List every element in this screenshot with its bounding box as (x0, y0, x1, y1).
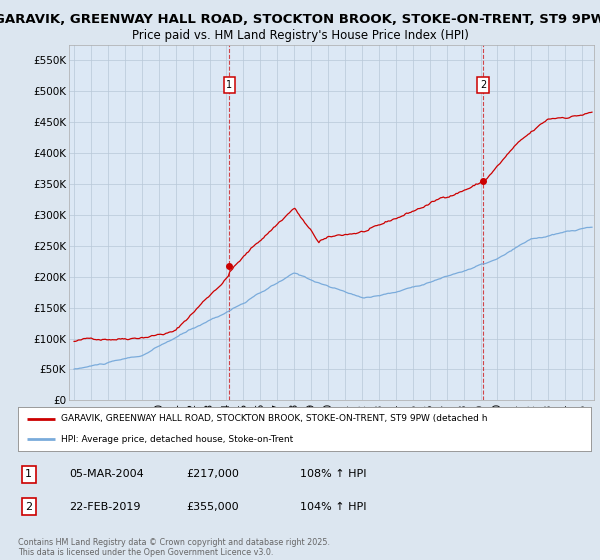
Text: Price paid vs. HM Land Registry's House Price Index (HPI): Price paid vs. HM Land Registry's House … (131, 29, 469, 42)
Text: 2: 2 (25, 502, 32, 512)
Text: GARAVIK, GREENWAY HALL ROAD, STOCKTON BROOK, STOKE-ON-TRENT, ST9 9PW: GARAVIK, GREENWAY HALL ROAD, STOCKTON BR… (0, 13, 600, 26)
Text: 2: 2 (480, 80, 486, 90)
Text: 05-MAR-2004: 05-MAR-2004 (69, 469, 144, 479)
Text: Contains HM Land Registry data © Crown copyright and database right 2025.
This d: Contains HM Land Registry data © Crown c… (18, 538, 330, 557)
Text: GARAVIK, GREENWAY HALL ROAD, STOCKTON BROOK, STOKE-ON-TRENT, ST9 9PW (detached h: GARAVIK, GREENWAY HALL ROAD, STOCKTON BR… (61, 414, 487, 423)
Text: HPI: Average price, detached house, Stoke-on-Trent: HPI: Average price, detached house, Stok… (61, 435, 293, 444)
Text: 22-FEB-2019: 22-FEB-2019 (69, 502, 140, 512)
Text: 108% ↑ HPI: 108% ↑ HPI (300, 469, 367, 479)
Text: £355,000: £355,000 (186, 502, 239, 512)
Text: £217,000: £217,000 (186, 469, 239, 479)
Text: 1: 1 (226, 80, 232, 90)
Text: 1: 1 (25, 469, 32, 479)
Text: 104% ↑ HPI: 104% ↑ HPI (300, 502, 367, 512)
